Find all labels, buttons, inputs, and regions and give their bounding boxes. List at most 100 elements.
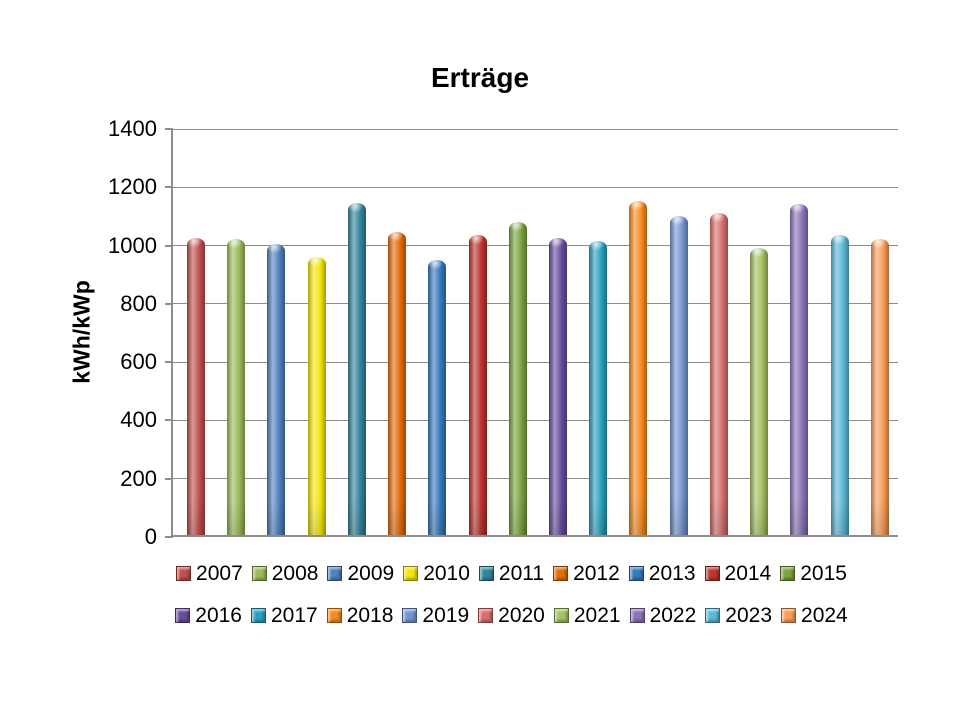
y-tick-label-1000: 1000 — [108, 232, 157, 258]
y-tick-label-200: 200 — [120, 465, 157, 491]
legend-swatch-2020 — [478, 608, 494, 623]
legend-swatch-2024 — [781, 608, 797, 623]
bar-2010 — [307, 256, 326, 535]
y-tick-label-400: 400 — [120, 407, 157, 433]
legend-item-2017: 2017 — [250, 603, 318, 628]
bar-2021 — [750, 247, 769, 535]
legend-label-2016: 2016 — [195, 603, 242, 627]
y-axis-tick-1400 — [165, 128, 173, 130]
legend-swatch-2014 — [704, 566, 720, 581]
legend-label-2014: 2014 — [724, 561, 772, 585]
gridline-1200 — [173, 186, 898, 188]
legend-label-2010: 2010 — [423, 561, 470, 585]
bar-2020 — [709, 212, 728, 535]
legend-label-2009: 2009 — [347, 561, 395, 585]
y-tick-label-1400: 1400 — [108, 116, 157, 141]
gridline-600 — [173, 361, 898, 363]
legend-item-2018: 2018 — [326, 603, 394, 628]
legend-label-2007: 2007 — [196, 561, 243, 585]
legend-item-2020: 2020 — [478, 604, 545, 628]
legend-swatch-2021 — [553, 608, 569, 623]
legend-label-2024: 2024 — [801, 603, 848, 627]
legend-swatch-2017 — [250, 608, 266, 623]
y-tick-label-0: 0 — [144, 524, 157, 549]
legend-item-2016: 2016 — [175, 604, 242, 628]
legend-label-2011: 2011 — [498, 561, 545, 585]
legend-swatch-2015 — [780, 566, 796, 581]
y-axis-tick-600 — [165, 361, 173, 364]
legend-swatch-2022 — [629, 608, 645, 623]
legend-label-2018: 2018 — [346, 603, 394, 627]
legend-row-1: 2007 2008 2009 2010 2011 2012 2013 2014 2015 — [36, 560, 960, 587]
gridline-200 — [173, 478, 898, 480]
y-axis-tick-800 — [165, 302, 173, 305]
legend-item-2023: 2023 — [705, 604, 772, 628]
legend-item-2011: 2011 — [478, 561, 545, 586]
legend-label-2013: 2013 — [648, 561, 696, 585]
bar-2015 — [508, 221, 527, 535]
bar-2017 — [589, 240, 608, 535]
bar-2011 — [347, 202, 366, 535]
legend-label-2008: 2008 — [271, 561, 319, 585]
legend-item-2019: 2019 — [402, 604, 469, 628]
y-tick-label-800: 800 — [120, 290, 157, 316]
gridline-400 — [173, 419, 898, 421]
bar-2018 — [629, 201, 648, 535]
bar-2013 — [428, 259, 447, 535]
bar-2016 — [548, 237, 567, 535]
legend-item-2008: 2008 — [251, 561, 319, 586]
legend-label-2015: 2015 — [800, 561, 847, 585]
legend-label-2017: 2017 — [270, 603, 318, 627]
legend-swatch-2016 — [175, 608, 191, 623]
legend-swatch-2011 — [478, 566, 494, 581]
gridline-800 — [173, 303, 898, 305]
bar-2022 — [790, 204, 809, 535]
legend-label-2020: 2020 — [498, 603, 545, 627]
bar-2024 — [870, 239, 889, 535]
legend-swatch-2012 — [553, 566, 569, 581]
y-axis-tick-1000 — [165, 244, 173, 247]
y-axis-tick-400 — [165, 419, 173, 422]
bar-2012 — [388, 231, 407, 535]
gridline-1400 — [173, 128, 898, 130]
y-tick-label-1200: 1200 — [108, 174, 157, 200]
legend-swatch-2010 — [403, 566, 419, 581]
legend-item-2009: 2009 — [327, 562, 394, 586]
legend-swatch-2009 — [327, 566, 343, 581]
gridline-1000 — [173, 245, 898, 247]
bar-2019 — [669, 215, 688, 535]
bar-2007 — [187, 237, 205, 535]
y-axis-tick-200 — [165, 477, 173, 480]
legend-label-2019: 2019 — [422, 603, 470, 627]
legend-item-2010: 2010 — [403, 562, 470, 586]
legend-swatch-2013 — [628, 566, 644, 581]
y-axis-tick-0 — [165, 536, 173, 538]
legend-label-2021: 2021 — [573, 603, 621, 627]
legend-label-2022: 2022 — [649, 603, 697, 627]
legend-item-2012: 2012 — [553, 562, 620, 586]
legend-item-2007: 2007 — [176, 562, 243, 586]
legend-swatch-2008 — [251, 566, 267, 581]
y-tick-label-600: 600 — [120, 349, 157, 375]
bar-2008 — [227, 239, 246, 535]
legend: 2007 2008 2009 2010 2011 2012 2013 2014 2015 2016… — [0, 560, 960, 644]
chart-title: Erträge — [430, 62, 530, 93]
legend-swatch-2007 — [176, 566, 192, 581]
legend-label-2023: 2023 — [725, 603, 773, 627]
legend-swatch-2023 — [705, 608, 721, 623]
legend-item-2014: 2014 — [704, 561, 772, 586]
y-axis-tick-1200 — [165, 186, 173, 189]
legend-swatch-2018 — [326, 608, 342, 623]
legend-item-2021: 2021 — [553, 603, 621, 628]
legend-item-2013: 2013 — [628, 561, 696, 586]
bar-2009 — [267, 243, 286, 535]
legend-label-2012: 2012 — [573, 561, 620, 585]
legend-swatch-2019 — [402, 608, 418, 623]
bar-2014 — [468, 234, 487, 535]
legend-item-2015: 2015 — [780, 562, 847, 586]
legend-item-2024: 2024 — [781, 604, 848, 628]
legend-row-2: 2016 2017 2018 2019 2020 2021 2022 2023 2024 — [36, 602, 960, 629]
plot-area: 1400 1200 1000 800 600 400 200 0 — [108, 116, 898, 549]
bar-2023 — [830, 234, 849, 535]
